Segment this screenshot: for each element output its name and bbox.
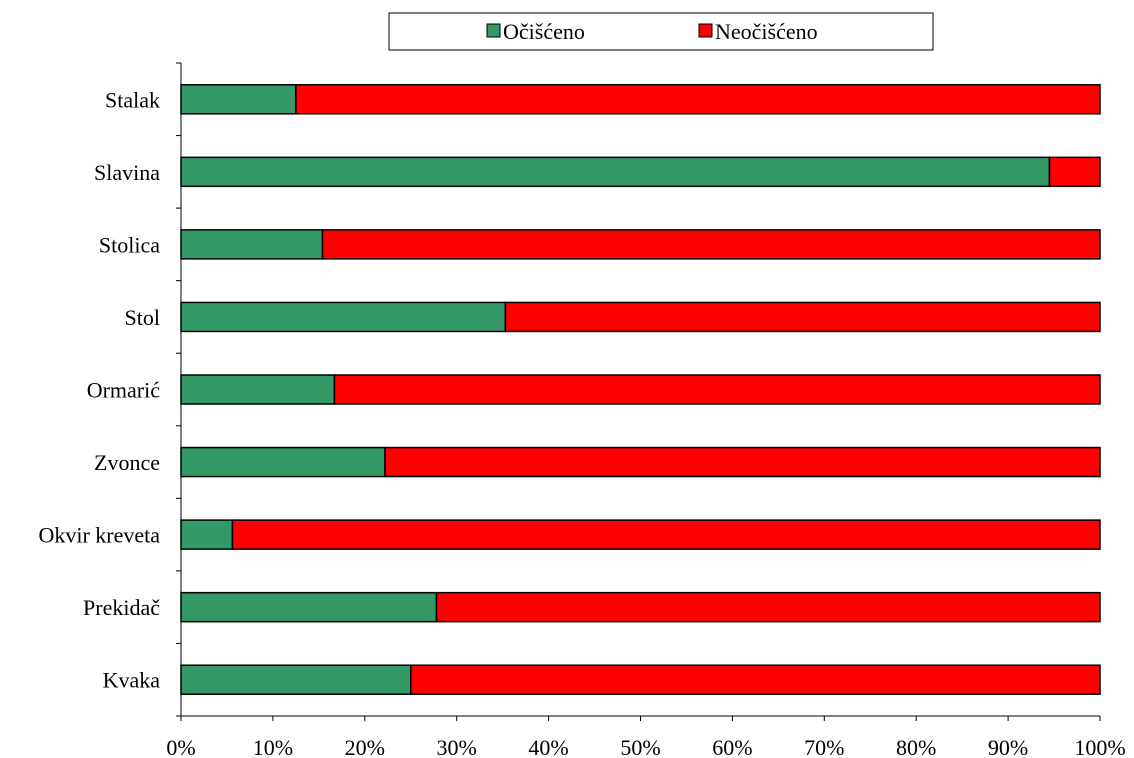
category-label-ormaric: Ormarić [87,378,161,403]
bar-slavina-neocisceno [1048,156,1101,188]
x-tick-label: 40% [528,735,568,758]
category-label-prekidac: Prekidač [83,595,160,620]
x-tick-label: 30% [437,735,477,758]
x-tick-label: 70% [804,735,844,758]
x-tick-label: 10% [253,735,293,758]
legend-box [388,12,934,51]
x-tick-label: 0% [166,735,195,758]
legend-swatch-neociscen [698,23,713,38]
category-label-stol: Stol [125,305,160,330]
x-tick-label: 90% [988,735,1028,758]
legend-swatch-ociscen [486,23,501,38]
bar-prekidac-ocisceno [180,591,438,623]
bar-zvonce-ocisceno [180,446,386,478]
bar-stalak-neocisceno [295,84,1101,115]
plot-area: Stalak Slavina Stolica Stol Ormarić Zvonce Okv… [38,62,1126,758]
bar-okvir-kreveta-ocisceno [180,519,234,550]
bar-ormaric-neocisceno [333,374,1101,405]
bar-kvaka-ocisceno [180,664,412,695]
x-tick-label: 80% [896,735,936,758]
category-label-okvir-kreveta: Okvir kreveta [38,523,160,548]
bar-stalak-ocisceno [180,84,297,115]
legend: Očišćeno Neočišćeno [388,12,934,51]
category-label-zvonce: Zvonce [94,450,160,475]
x-tick-label: 60% [712,735,752,758]
category-label-stalak: Stalak [105,87,160,112]
legend-label-ociscen: Očišćeno [503,19,585,44]
bar-stolica-ocisceno [180,229,324,260]
bar-stolica-neocisceno [321,229,1101,260]
bar-okvir-kreveta-neocisceno [231,519,1101,550]
category-label-stolica: Stolica [99,232,160,257]
bar-stol-neocisceno [504,301,1101,333]
bar-kvaka-neocisceno [410,664,1101,695]
legend-label-neociscen: Neočišćeno [715,19,818,44]
category-label-slavina: Slavina [94,160,160,185]
x-tick-label: 50% [620,735,660,758]
category-label-kvaka: Kvaka [103,668,161,693]
bar-prekidac-neocisceno [435,591,1101,623]
x-tick-label: 100% [1074,735,1125,758]
bar-zvonce-neocisceno [384,446,1101,478]
x-tick-label: 20% [345,735,385,758]
bar-slavina-ocisceno [180,156,1051,188]
bar-stol-ocisceno [180,301,507,333]
bar-ormaric-ocisceno [180,374,336,405]
